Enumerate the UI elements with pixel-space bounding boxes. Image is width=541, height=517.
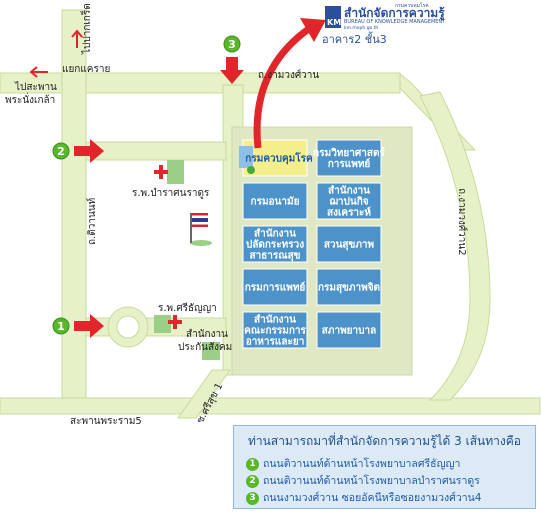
thai-flag-icon: [190, 213, 212, 246]
label-to-saphan-2: พระนั่งเกล้า: [5, 92, 55, 106]
building-label: สภาพยาบาล: [322, 326, 376, 337]
legend-marker-2: 2: [246, 474, 259, 488]
building-label: อาหารและยา: [246, 337, 305, 348]
tree-icon: [247, 166, 255, 174]
legend-item-2: 2 ถนนติวานนท์ด้านหน้าโรงพยาบาลบำราศนราดูร: [246, 472, 480, 489]
legend-text-1: ถนนติวานนท์ด้านหน้าโรงพยาบาลศรีธัญญา: [263, 458, 461, 470]
building-label: การแพทย์: [328, 158, 371, 170]
building-3d-icon: [239, 146, 253, 168]
logo-small: กรมควบคุมโรค: [395, 2, 429, 9]
building-10: สภาพยาบาล: [316, 311, 382, 349]
building-label: กรมวิทยาศาสตร์: [313, 147, 385, 159]
legend-title: ท่านสามารถมาที่สำนักจัดการความรู้ได้ 3 เ…: [248, 434, 521, 448]
legend-item-3: 3 ถนนงามวงศ์วาน ซอยอัคนีหรือซอยงามวงศ์วาน…: [246, 489, 481, 506]
approach-arrow-2-icon: [74, 139, 104, 163]
building-label: สำนักงาน: [328, 185, 370, 197]
logo-title: สำนักจัดการความรู้: [344, 6, 445, 21]
building-label: กรมสุขภาพจิต: [318, 282, 380, 294]
label-sso-2: ประกันสังคม: [178, 342, 232, 353]
bamrasnaradura-block: [167, 160, 184, 184]
building-1: กรมควบคุมโรค: [239, 139, 313, 177]
building-label: สงเคราะห์: [327, 207, 371, 219]
label-bamrasnaradura: ร.พ.บำราศนราดูร: [132, 188, 210, 199]
building-label: สวนสุขภาพ: [324, 240, 375, 251]
label-to-pak-kret: ไปปากเกร็ด: [79, 3, 93, 55]
logo-mark-text: KM: [327, 18, 341, 27]
ngam-wong-wan-2-road: [419, 91, 491, 401]
sso-block: [202, 342, 220, 360]
building-rect: [316, 311, 382, 349]
route-marker-label: 2: [57, 145, 65, 158]
legend-item-1: 1 ถนนติวานนท์ด้านหน้าโรงพยาบาลศรีธัญญา: [246, 455, 460, 472]
ngam-wong-wan-road: [0, 72, 401, 94]
logo-url: km.moph.go.th: [344, 25, 378, 31]
building-label: ปลัดกระทรวง: [246, 239, 304, 251]
building-rect: [242, 311, 308, 349]
building-6: สวนสุขภาพ: [316, 225, 382, 263]
building-8: กรมสุขภาพจิต: [316, 268, 382, 306]
label-srithanya: ร.พ.ศรีธัญญา: [158, 302, 217, 314]
approach-arrow-3-icon: [220, 57, 244, 84]
location-label: อาคาร2 ชั้น3: [322, 31, 387, 46]
label-tiwanon: ถ.ติวานนท์: [86, 198, 98, 245]
hospital-cross-icon: [154, 165, 168, 179]
srithanya-block: [154, 315, 171, 333]
building-label: กรมอนามัย: [251, 196, 300, 208]
route-marker-1: 1: [52, 317, 70, 335]
label-rama5-bridge: สะพานพระราม5: [70, 416, 142, 427]
building-grid: กรมควบคุมโรค กรมวิทยาศาสตร์การแพทย์กรมอนา…: [239, 139, 385, 349]
soi-srisuk-1-road: [177, 369, 231, 419]
building-label: คณะกรรมการ: [244, 326, 306, 337]
legend-text-3: ถนนงามวงศ์วาน ซอยอัคนีหรือซอยงามวงศ์วาน4: [263, 492, 482, 504]
logo-mark-icon: [325, 6, 341, 28]
road-network: [0, 9, 541, 419]
label-to-saphan-1: ไปสะพาน: [14, 81, 57, 93]
building-label: สำนักงาน: [254, 314, 296, 326]
building-label: ฌาปนกิจ: [329, 196, 368, 208]
building-label: กรมควบคุมโรค: [245, 152, 313, 165]
roundabout-inner: [116, 315, 140, 339]
legend-text-2: ถนนติวานนท์ด้านหน้าโรงพยาบาลบำราศนราดูร: [263, 475, 480, 487]
building-3: กรมอนามัย: [242, 182, 308, 220]
building-2: กรมวิทยาศาสตร์การแพทย์: [313, 139, 385, 177]
label-ngam-wong-wan: ถ.งามวงศ์วาน: [258, 69, 319, 81]
route-marker-2: 2: [52, 142, 70, 160]
route-marker-label: 1: [57, 320, 65, 333]
building-rect: [316, 268, 382, 306]
logo-subtitle: BUREAU OF KNOWLEDGE MANAGEMENT: [344, 19, 446, 25]
label-khae-rai: แยกแคราย: [62, 64, 110, 75]
arrow-left-icon: [29, 66, 48, 78]
building-label: สาธารณสุข: [249, 251, 300, 262]
building-rect: [242, 268, 308, 306]
approach-arrow-1-icon: [74, 314, 104, 338]
arrow-up-icon: [71, 29, 83, 48]
building-rect: [242, 182, 308, 220]
building-rect: [316, 139, 382, 177]
route-marker-3: 3: [223, 35, 241, 53]
route-markers: 1 2 3: [52, 35, 241, 335]
tiwanon-road: [61, 9, 87, 411]
legend-marker-1: 1: [246, 457, 259, 471]
building-7: กรมการแพทย์: [242, 268, 308, 306]
hospital-cross-icon: [168, 315, 182, 329]
route-marker-label: 3: [228, 38, 236, 51]
road-marker-2: [85, 141, 227, 161]
curved-arrow-icon: [253, 18, 326, 149]
route-legend: ท่านสามารถมาที่สำนักจัดการความรู้ได้ 3 เ…: [233, 425, 536, 509]
building-rect: [316, 225, 382, 263]
km-logo: KM สำนักจัดการความรู้ กรมควบคุมโรค BUREA…: [322, 2, 446, 46]
bottom-road: [0, 397, 541, 415]
building-label: สำนักงาน: [254, 228, 296, 240]
legend-marker-3: 3: [246, 491, 259, 505]
label-ngam-wong-wan-2: ถ.งามวงศ์วาน2: [456, 188, 468, 256]
building-rect: [242, 225, 308, 263]
building-rect: [316, 182, 382, 220]
building-label: กรมการแพทย์: [245, 282, 306, 294]
label-sso-1: สำนักงาน: [186, 329, 228, 340]
